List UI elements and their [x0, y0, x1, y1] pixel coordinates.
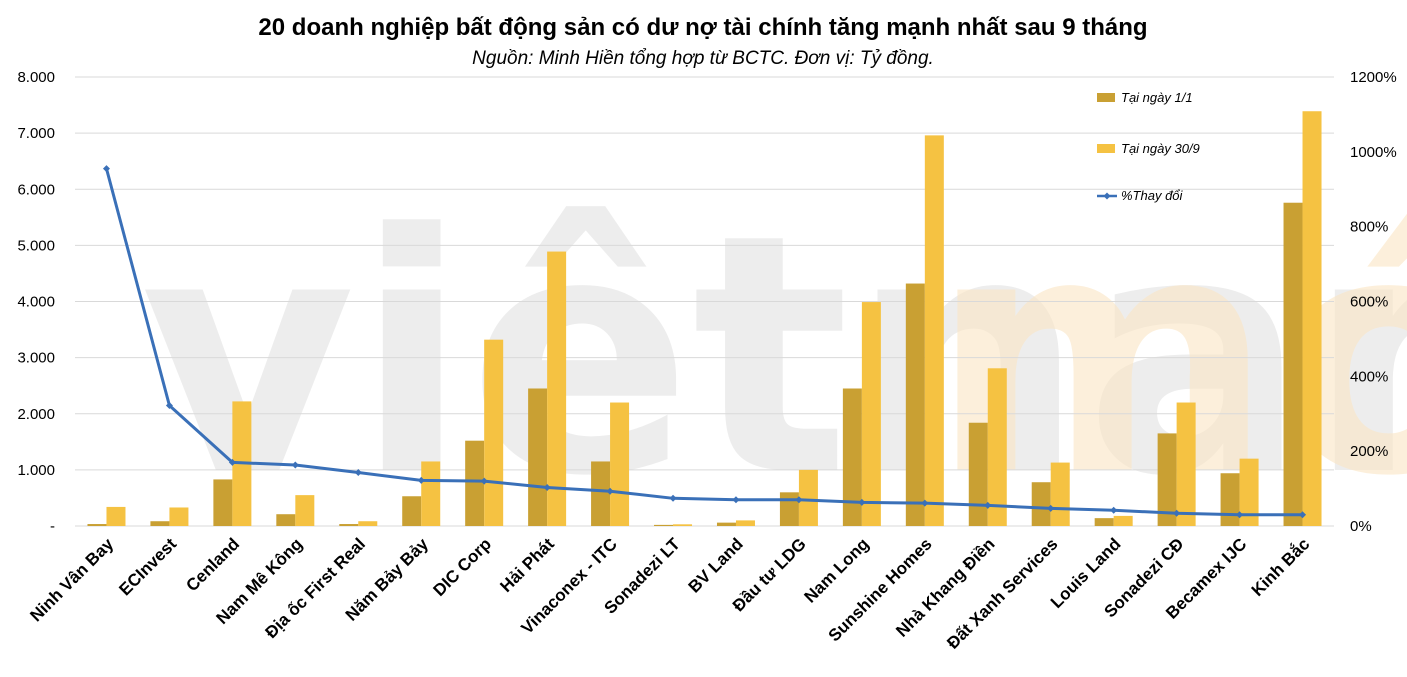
bar-1-1 [276, 514, 296, 526]
y-left-tick-label: - [50, 518, 55, 535]
y-left-tick-label: 5.000 [17, 237, 55, 254]
bar-1-1 [465, 440, 485, 526]
bar-1-1 [1031, 482, 1051, 526]
bar-30-9 [421, 461, 441, 526]
change-point [669, 494, 677, 502]
y-left-tick-label: 4.000 [17, 294, 55, 311]
y-right-tick-label: 1000% [1350, 144, 1397, 161]
legend-swatch-30-9 [1097, 144, 1115, 153]
change-point [795, 496, 803, 504]
bar-1-1 [842, 388, 862, 526]
change-point [1236, 511, 1244, 519]
chart-subtitle: Nguồn: Minh Hiền tổng hợp từ BCTC. Đơn v… [472, 48, 934, 69]
change-point [291, 461, 299, 469]
change-point [732, 496, 740, 504]
bar-30-9 [295, 495, 315, 526]
y-right-tick-label: 1200% [1350, 69, 1397, 86]
bar-30-9 [169, 507, 189, 526]
change-point [984, 501, 992, 509]
bar-30-9 [1050, 462, 1070, 526]
change-point [228, 458, 236, 466]
change-point [1110, 506, 1118, 514]
bar-30-9 [358, 521, 378, 526]
y-right-tick-label: 800% [1350, 219, 1388, 236]
y-right-tick-label: 0% [1350, 518, 1372, 535]
change-point [606, 487, 614, 495]
category-label: Ninh Vân Bay [26, 534, 117, 625]
y-right-tick-label: 400% [1350, 368, 1388, 385]
bar-1-1 [654, 524, 674, 526]
change-point [354, 468, 362, 476]
bar-1-1 [213, 479, 233, 526]
change-point [102, 165, 110, 173]
bar-1-1 [1157, 433, 1177, 526]
bar-1-1 [716, 522, 736, 526]
bar-30-9 [610, 402, 630, 526]
legend-swatch-1-1 [1097, 93, 1115, 102]
change-point [1047, 504, 1055, 512]
y-left-tick-label: 1.000 [17, 462, 55, 479]
y-left-tick-label: 3.000 [17, 350, 55, 367]
bar-30-9 [1113, 515, 1133, 526]
bar-30-9 [1239, 458, 1259, 526]
bar-1-1 [1094, 518, 1114, 526]
bar-1-1 [968, 422, 988, 526]
change-point [858, 498, 866, 506]
bar-1-1 [1283, 202, 1303, 526]
y-right-tick-label: 200% [1350, 443, 1388, 460]
bar-30-9 [924, 135, 944, 526]
change-point [1173, 509, 1181, 517]
chart-title: 20 doanh nghiệp bất động sản có dư nợ tà… [258, 14, 1147, 41]
y-axis-left: - 1.000 2.000 3.000 4.000 5.000 6.000 7.000 8.00… [17, 69, 55, 535]
gridlines [75, 76, 1334, 527]
y-left-tick-label: 8.000 [17, 69, 55, 86]
bar-1-1 [87, 524, 107, 526]
bar-1-1 [528, 388, 548, 526]
bar-1-1 [1220, 473, 1240, 526]
bar-1-1 [402, 496, 422, 526]
bars [87, 111, 1322, 526]
category-label: Đất Xanh Services [943, 534, 1061, 652]
change-point [480, 477, 488, 485]
y-left-tick-label: 6.000 [17, 181, 55, 198]
bar-1-1 [150, 521, 170, 526]
change-point [1299, 511, 1307, 519]
change-line [105, 168, 1303, 517]
bar-30-9 [987, 368, 1007, 526]
bar-30-9 [484, 339, 504, 526]
legend-label-change: %Thay đổi [1121, 188, 1184, 203]
y-left-tick-label: 2.000 [17, 406, 55, 423]
legend-label-30-9: Tại ngày 30/9 [1121, 141, 1200, 156]
change-point [165, 402, 173, 410]
change-point [921, 499, 929, 507]
bar-1-1 [779, 492, 799, 526]
line-series [102, 165, 1307, 519]
bar-1-1 [339, 524, 359, 526]
bar-30-9 [673, 524, 693, 526]
bar-30-9 [735, 520, 755, 526]
bar-1-1 [591, 461, 611, 526]
bar-30-9 [861, 302, 881, 526]
bar-1-1 [905, 283, 925, 526]
bar-30-9 [547, 251, 567, 526]
y-left-tick-label: 7.000 [17, 125, 55, 142]
bar-30-9 [798, 469, 818, 526]
change-point [417, 476, 425, 484]
bar-30-9 [1176, 402, 1196, 526]
legend-marker-change [1103, 192, 1111, 200]
bar-30-9 [1302, 111, 1322, 526]
legend: Tại ngày 1/1 Tại ngày 30/9 %Thay đổi [1097, 90, 1200, 203]
change-point [543, 483, 551, 491]
bar-30-9 [106, 506, 126, 526]
y-right-tick-label: 600% [1350, 294, 1388, 311]
legend-label-1-1: Tại ngày 1/1 [1121, 90, 1193, 105]
y-axis-right: 0% 200% 400% 600% 800% 1000% 1200% [1350, 69, 1397, 535]
